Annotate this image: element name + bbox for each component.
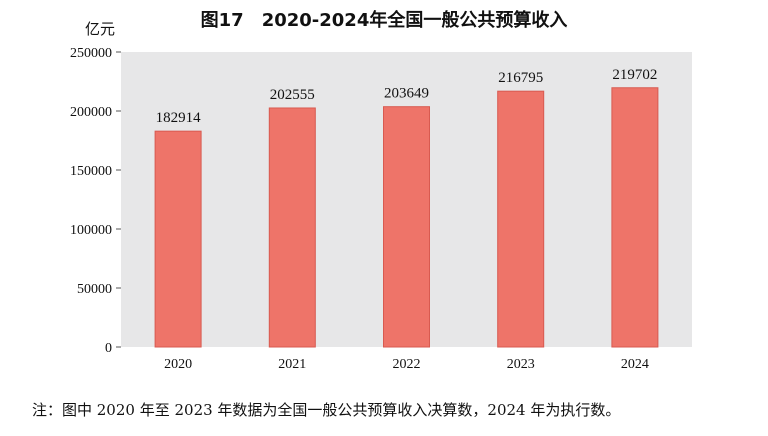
y-tick-label: 50000	[77, 282, 112, 297]
x-axis: 2020 2021 2022 2023 2024	[164, 357, 649, 372]
y-tick-label: 0	[105, 341, 112, 356]
bar-2020	[154, 130, 202, 348]
x-tick-label-2020: 2020	[164, 357, 192, 372]
bar-2022	[383, 106, 430, 348]
data-label-2020: 182914	[156, 110, 202, 126]
x-tick-label-2021: 2021	[278, 357, 306, 372]
y-tick-label: 250000	[70, 46, 112, 61]
chart-title: 图17 2020-2024年全国一般公共预算收入	[200, 10, 568, 31]
y-tick-label: 150000	[70, 164, 112, 179]
bar-2024	[611, 87, 659, 348]
bar-2021	[268, 107, 316, 348]
chart-footnote: 注：图中 2020 年至 2023 年数据为全国一般公共预算收入决算数，2024…	[32, 401, 621, 419]
data-label-2021: 202555	[270, 87, 315, 103]
y-axis: 0 50000 100000 150000 200000 250000	[70, 46, 121, 356]
x-tick-label-2024: 2024	[621, 357, 649, 372]
x-tick-label-2023: 2023	[507, 357, 535, 372]
x-tick-label-2022: 2022	[393, 357, 421, 372]
data-label-2022: 203649	[384, 86, 429, 102]
data-label-2023: 216795	[498, 70, 543, 86]
y-tick-label: 100000	[70, 223, 112, 238]
bar-series: 182914 202555 203649 216795 219702	[154, 67, 659, 348]
data-label-2024: 219702	[612, 67, 657, 83]
bar-2023	[497, 90, 545, 348]
y-axis-unit-label: 亿元	[85, 20, 115, 38]
y-tick-label: 200000	[70, 105, 112, 120]
